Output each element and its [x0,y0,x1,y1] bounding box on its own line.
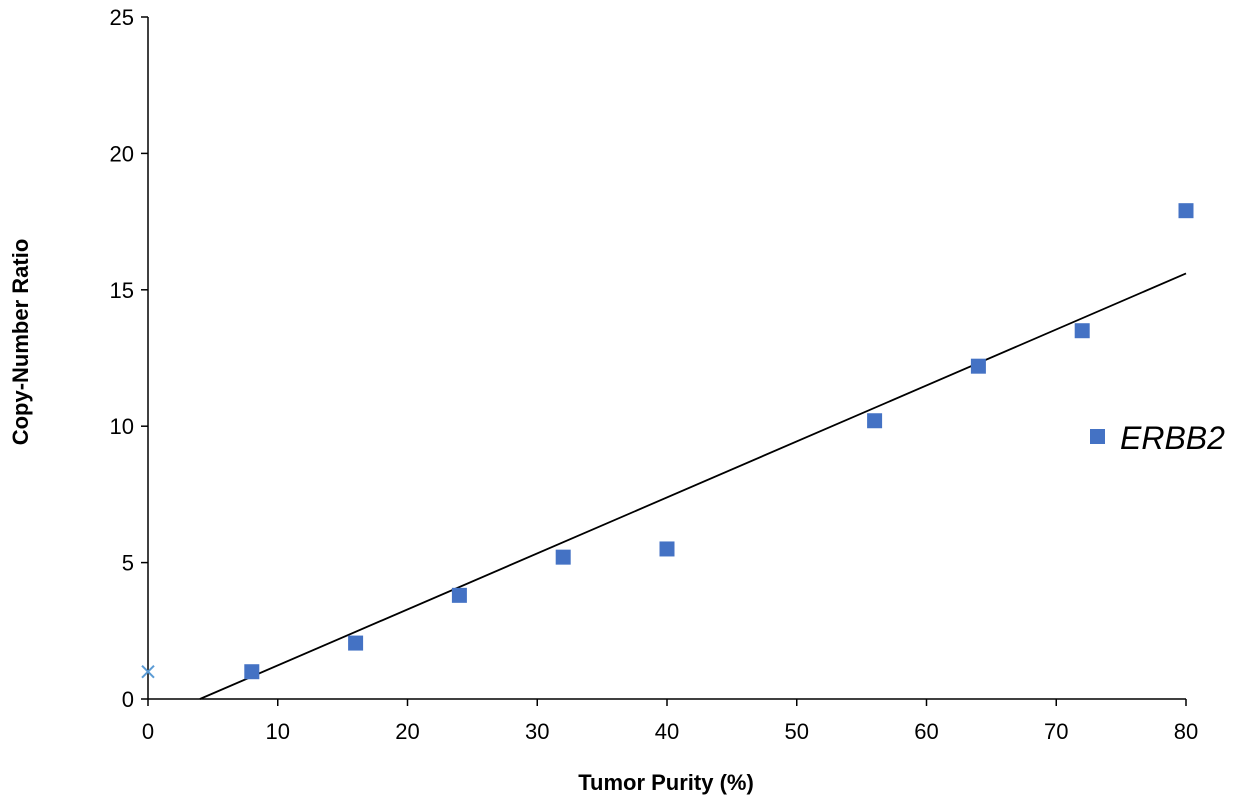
x-tick-label: 10 [266,719,290,744]
x-tick-label: 0 [142,719,154,744]
data-points [244,203,1194,680]
y-tick-label: 5 [122,551,134,576]
legend-marker [1090,429,1105,444]
data-point [244,664,260,680]
legend: ERBB2 [1090,420,1225,456]
axes [147,17,1186,700]
y-tick-label: 0 [122,687,134,712]
y-tick-label: 15 [110,278,134,303]
trendline-layer [199,272,1187,700]
trendline [199,272,1187,700]
y-tick-label: 25 [110,5,134,30]
x-tick-label: 60 [914,719,938,744]
data-point [970,358,986,374]
data-point [1178,203,1194,219]
x-axis-title: Tumor Purity (%) [578,770,754,795]
x-tick-label: 70 [1044,719,1068,744]
data-point [348,635,364,651]
x-tick-label: 30 [525,719,549,744]
data-point [1074,323,1090,339]
data-point [867,413,883,429]
x-tick-label: 40 [655,719,679,744]
data-point [659,541,675,557]
reference-marker-layer [141,665,155,679]
data-point [451,587,467,603]
reference-x-marker [141,665,155,679]
y-axis-title: Copy-Number Ratio [8,239,33,446]
x-tick-label: 50 [785,719,809,744]
x-axis-ticks: 0 10 20 30 40 50 60 70 80 [142,699,1198,744]
x-tick-label: 80 [1174,719,1198,744]
legend-label-erbb2: ERBB2 [1120,420,1225,456]
y-tick-label: 10 [110,414,134,439]
y-axis-ticks: 0 5 10 15 20 25 [110,5,148,712]
data-point [555,549,571,565]
x-tick-label: 20 [395,719,419,744]
y-tick-label: 20 [110,141,134,166]
